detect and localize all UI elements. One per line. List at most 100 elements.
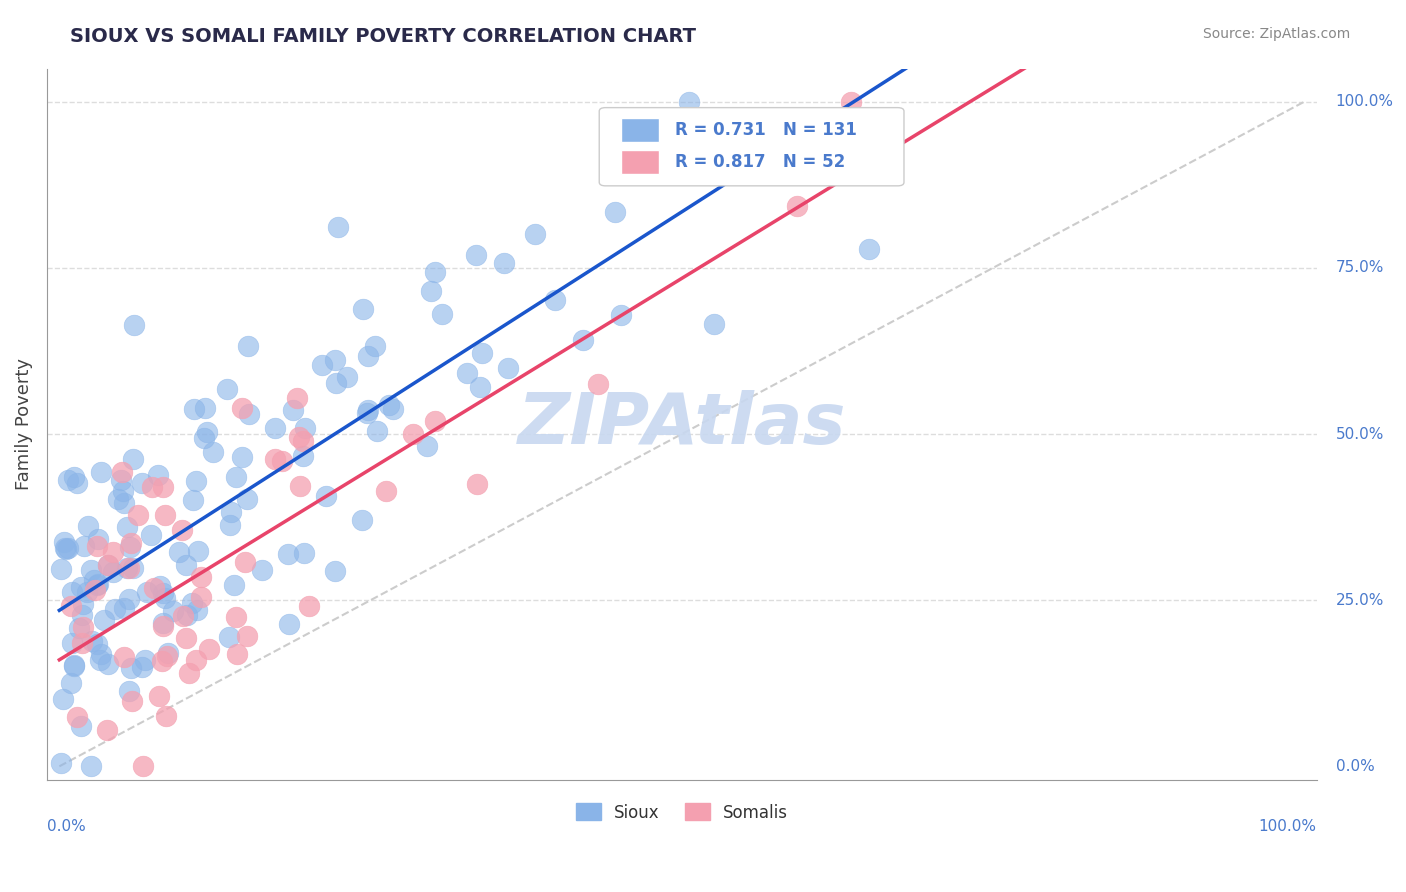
Point [56,541,79,555]
Point [350,513,373,527]
Point [190,570,212,584]
Point [357,349,380,363]
Point [153,508,176,522]
Point [194,401,217,416]
Point [136,585,159,599]
Point [121,694,143,708]
Point [456,366,478,380]
Point [492,256,515,270]
Point [277,547,299,561]
Point [87,577,110,591]
Point [141,480,163,494]
Point [131,475,153,490]
Point [179,666,201,681]
Point [423,414,446,428]
Point [292,546,315,560]
Point [90,465,112,479]
Point [326,219,349,234]
Point [858,242,880,256]
Point [104,602,127,616]
Point [366,424,388,438]
Point [190,590,212,604]
Point [83,574,105,588]
Point [292,434,315,449]
Point [231,401,253,415]
Point [59,676,82,690]
Point [76,519,98,533]
Point [238,407,260,421]
Point [72,597,94,611]
Point [101,565,124,579]
Text: 25.0%: 25.0% [1336,592,1384,607]
Point [134,652,156,666]
Point [112,649,135,664]
Text: 100.0%: 100.0% [1258,819,1316,834]
Point [176,607,198,622]
Point [356,403,378,417]
Point [96,723,118,738]
Point [141,528,163,542]
Text: R = 0.731   N = 131: R = 0.731 N = 131 [675,121,858,139]
Point [468,380,491,394]
Point [69,580,91,594]
Point [53,541,76,556]
Point [524,227,547,241]
Point [70,719,93,733]
Point [181,493,204,508]
Point [325,376,347,391]
Point [225,648,247,662]
Point [416,439,439,453]
Point [402,427,425,442]
Text: 75.0%: 75.0% [1336,260,1384,276]
Point [288,478,311,492]
Point [315,489,337,503]
Point [86,636,108,650]
Point [111,465,134,479]
Point [93,613,115,627]
Point [127,508,149,522]
Point [225,610,247,624]
Point [263,421,285,435]
Point [72,636,94,650]
Point [86,532,108,546]
Point [225,470,247,484]
Point [80,758,103,772]
Point [202,445,225,459]
Point [153,591,176,605]
Point [112,496,135,510]
Point [323,352,346,367]
Point [278,616,301,631]
Point [86,539,108,553]
Point [82,634,104,648]
Point [364,339,387,353]
Point [112,600,135,615]
Point [72,607,94,622]
Point [89,653,111,667]
Point [544,293,567,308]
Point [118,540,141,554]
Text: 50.0%: 50.0% [1336,426,1384,442]
Point [218,630,240,644]
Text: Source: ZipAtlas.com: Source: ZipAtlas.com [1202,27,1350,41]
Point [162,604,184,618]
Y-axis label: Family Poverty: Family Poverty [15,358,32,490]
Point [703,318,725,332]
Point [97,558,120,573]
Point [115,519,138,533]
Point [432,307,454,321]
Point [146,467,169,482]
Point [118,561,141,575]
Point [356,406,378,420]
Point [419,284,441,298]
Point [90,647,112,661]
Point [121,561,143,575]
Point [101,545,124,559]
Point [49,562,72,576]
Point [131,660,153,674]
Text: 100.0%: 100.0% [1336,95,1393,109]
Point [155,709,177,723]
Point [97,657,120,671]
Point [97,558,120,573]
Point [62,657,84,672]
Point [186,474,208,488]
